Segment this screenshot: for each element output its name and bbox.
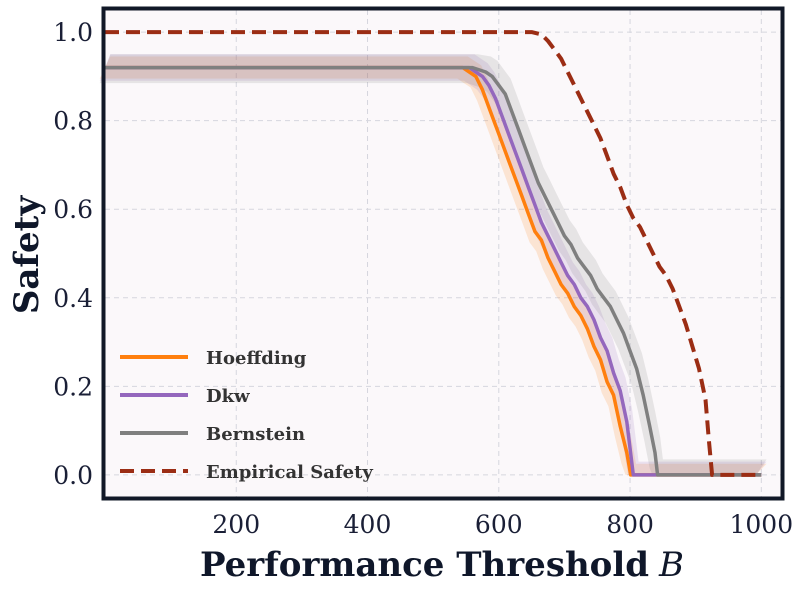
- empirical-line: [105, 30, 762, 477]
- legend-label-hoeffding: Hoeffding: [206, 348, 307, 369]
- plot-frame: [101, 6, 785, 501]
- y-tick-label: 0.4: [53, 284, 93, 313]
- legend-label-dkw: Dkw: [206, 386, 250, 407]
- y-tick-label: 0.2: [53, 372, 93, 401]
- confidence-bands: [99, 54, 767, 475]
- bernstein-line: [105, 65, 762, 477]
- y-tick-label: 0.0: [53, 461, 93, 490]
- y-tick-label: 0.6: [53, 195, 93, 224]
- y-axis-title: Safety: [7, 195, 47, 315]
- y-tick-label: 0.8: [53, 107, 93, 136]
- legend: Hoeffding Dkw Bernstein Empirical Safety: [120, 348, 373, 483]
- x-tick-label: 400: [344, 510, 392, 539]
- x-axis-title: Performance Threshold B: [200, 545, 684, 585]
- x-tick-label: 200: [212, 510, 260, 539]
- tick-labels: 200 400 600 800 1000 0.0 0.2 0.4 0.6 0.8 1.0: [53, 18, 792, 539]
- x-tick-label: 600: [475, 510, 523, 539]
- plot-background: [105, 10, 781, 497]
- legend-label-empirical: Empirical Safety: [206, 462, 373, 483]
- x-tick-label: 800: [606, 510, 654, 539]
- x-tick-label: 1000: [729, 510, 792, 539]
- dkw-line: [105, 65, 762, 477]
- series-lines: [105, 30, 762, 477]
- y-tick-label: 1.0: [53, 18, 93, 47]
- hoeffding-confidence-band: [99, 56, 767, 475]
- legend-label-bernstein: Bernstein: [206, 424, 305, 445]
- hoeffding-line: [105, 65, 762, 477]
